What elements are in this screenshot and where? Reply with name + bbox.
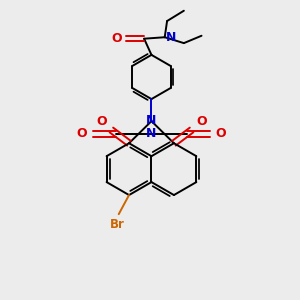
Text: N: N (166, 31, 177, 44)
Text: O: O (112, 32, 122, 45)
Text: N: N (146, 127, 157, 140)
Text: O: O (96, 115, 107, 128)
Text: Br: Br (110, 218, 125, 231)
Text: O: O (77, 127, 87, 140)
Text: O: O (216, 127, 226, 140)
Text: O: O (196, 115, 207, 128)
Text: N: N (146, 114, 157, 127)
